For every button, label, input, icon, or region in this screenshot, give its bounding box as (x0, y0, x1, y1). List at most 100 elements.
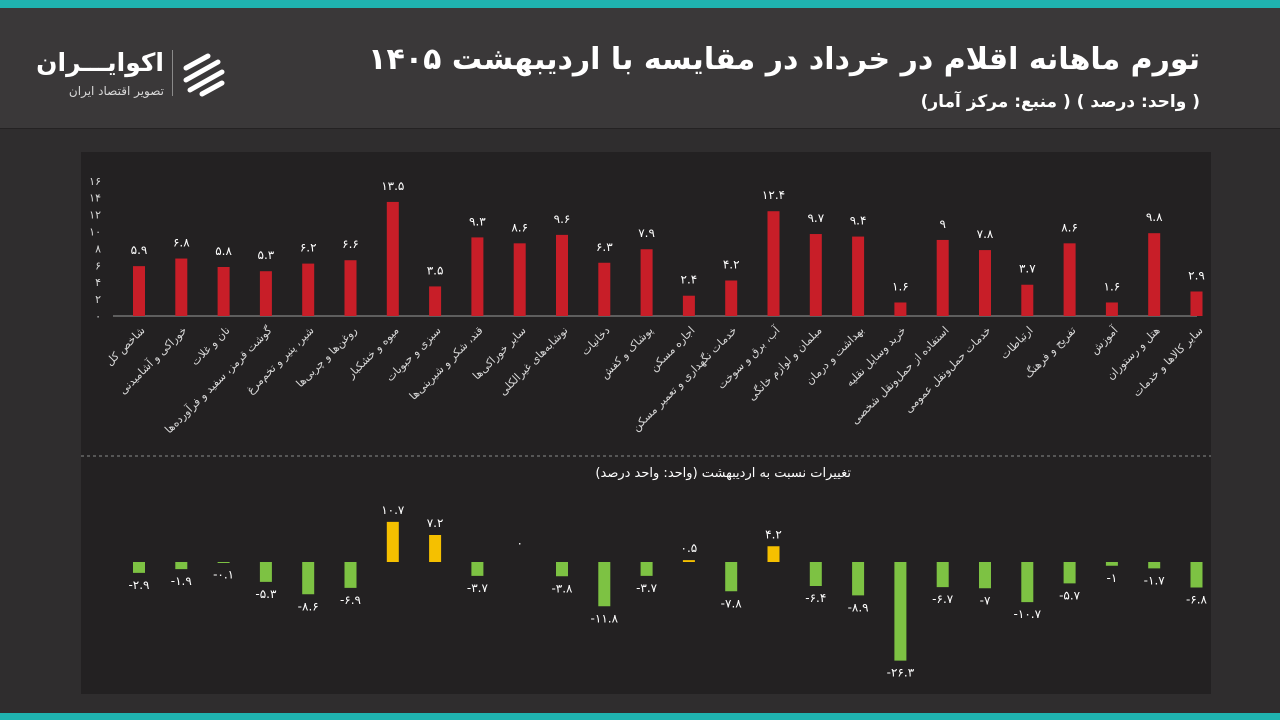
upper-bar (979, 250, 991, 316)
upper-value-label: ۸.۶ (511, 220, 528, 234)
lower-value-label: -۳.۷ (467, 581, 489, 595)
chart-canvas: ۰ ۲ ۴ ۶ ۸ ۱۰ ۱۲ ۱۴ ۱۶ ۵.۹ ۶.۸ ۵.۸ ۵.۳ ۶.۲ ۶.۶ ۱۳.۵ ۳.۵ ۹… (81, 175, 1211, 680)
upper-bar (556, 234, 568, 316)
y-tick-label: ۰ (95, 310, 101, 323)
lower-value-label: -۶.۹ (340, 593, 361, 607)
lower-value-label: -۸.۹ (848, 600, 869, 614)
upper-value-label: ۹.۸ (1146, 210, 1163, 224)
upper-bar (217, 266, 230, 316)
y-tick-label: ۲ (95, 293, 101, 306)
lower-value-label: -۳.۷ (636, 581, 658, 595)
lower-value-label: -۱.۷ (1144, 573, 1166, 587)
upper-bar (344, 260, 357, 316)
lower-bar (767, 546, 780, 562)
lower-value-label: -۶.۸ (1186, 593, 1208, 607)
lower-bar (133, 562, 145, 573)
lower-bar (429, 535, 442, 562)
upper-value-label: ۴.۲ (723, 258, 740, 272)
lower-value-label: ۱۰.۷ (381, 503, 405, 517)
lower-bar (809, 562, 822, 586)
lower-bar (302, 562, 315, 595)
upper-bar (1021, 284, 1034, 316)
upper-value-label: ۱۲.۴ (762, 188, 785, 202)
upper-value-label: ۱.۶ (892, 279, 909, 293)
upper-bar (386, 201, 399, 316)
upper-value-label: ۵.۳ (258, 248, 275, 262)
y-tick-group: ۰ ۲ ۴ ۶ ۸ ۱۰ ۱۲ ۱۴ ۱۶ (89, 175, 101, 323)
lower-value-label: -۳.۸ (551, 581, 573, 595)
upper-value-label: ۶.۸ (173, 236, 190, 250)
lower-value-label: ۷.۲ (427, 516, 444, 530)
lower-value-label: -۱.۹ (171, 574, 192, 588)
lower-bar (175, 562, 188, 570)
upper-value-label: ۷.۸ (977, 227, 994, 241)
lower-value-label: -۵.۷ (1059, 588, 1081, 602)
lower-bar (682, 560, 695, 562)
y-tick-label: ۱۰ (89, 226, 101, 239)
upper-value-label: ۵.۸ (215, 244, 232, 258)
y-tick-label: ۱۴ (89, 192, 101, 205)
lower-value-label: -۷ (980, 593, 991, 607)
lower-value-label: -۲۶.۳ (887, 666, 915, 680)
upper-value-label: ۲.۹ (1188, 268, 1205, 282)
header: تورم ماهانه اقلام در خرداد در مقایسه با … (0, 8, 1280, 129)
upper-bar (809, 234, 822, 316)
lower-value-label: -۱۱.۸ (591, 611, 619, 625)
upper-bar (1105, 302, 1118, 316)
upper-bar (894, 302, 907, 316)
upper-bar (767, 211, 780, 316)
y-tick-label: ۶ (95, 259, 101, 272)
upper-bar (429, 286, 442, 316)
brand-separator (172, 50, 173, 96)
upper-value-label: ۶.۳ (596, 240, 613, 254)
chart-panel: ۰ ۲ ۴ ۶ ۸ ۱۰ ۱۲ ۱۴ ۱۶ ۵.۹ ۶.۸ ۵.۸ ۵.۳ ۶.۲ ۶.۶ ۱۳.۵ ۳.۵ ۹… (81, 152, 1211, 694)
brand-name: اکوایـــران (36, 48, 164, 77)
upper-bar (133, 266, 145, 316)
y-tick-label: ۸ (95, 242, 101, 255)
lower-bar (725, 562, 738, 592)
upper-bar (640, 249, 653, 316)
lower-bars-group: -۲.۹ -۱.۹ -۰.۱ -۵.۳ -۸.۶ -۶.۹ ۱۰.۷ ۷.۲ -۳.۷ ۰ -۳.۸… (128, 503, 1207, 680)
upper-bar (682, 295, 695, 316)
upper-bar (598, 262, 611, 316)
upper-value-label: ۷.۹ (638, 226, 655, 240)
upper-bar (725, 280, 738, 316)
lower-bar (344, 562, 357, 588)
lower-value-label: -۵.۳ (255, 587, 277, 601)
upper-bars-group: ۵.۹ ۶.۸ ۵.۸ ۵.۳ ۶.۲ ۶.۶ ۱۳.۵ ۳.۵ ۹.۳ ۸.۶ ۹.۶ ۶.۳ ۷.۹… (131, 179, 1205, 316)
upper-bar (175, 258, 188, 316)
upper-value-label: ۵.۹ (131, 243, 148, 257)
lower-bar (894, 562, 907, 661)
upper-bar (1063, 243, 1076, 316)
upper-bar (852, 236, 865, 316)
lower-bar (386, 521, 399, 562)
lower-value-label: -۱ (1107, 571, 1118, 585)
upper-value-label: ۹ (939, 217, 945, 231)
lower-value-label: -۰.۱ (213, 567, 234, 581)
page-subtitle: ( واحد: درصد ) ( منبع: مرکز آمار) (920, 92, 1200, 112)
lower-value-label: ۰.۵ (681, 541, 698, 555)
upper-value-label: ۲.۴ (681, 273, 698, 287)
upper-bar (936, 239, 949, 316)
bottom-accent-bar (0, 713, 1280, 720)
lower-chart-title: تغییرات نسبت به اردیبهشت (واحد: واحد درص… (595, 466, 851, 481)
upper-bar (1190, 291, 1203, 316)
page-title: تورم ماهانه اقلام در خرداد در مقایسه با … (368, 42, 1200, 77)
upper-bar (259, 271, 272, 316)
upper-bar (302, 263, 315, 316)
lower-value-label: -۸.۶ (298, 599, 319, 613)
lower-bar (936, 562, 949, 588)
lower-bar (1063, 562, 1076, 584)
lower-bar (1105, 562, 1118, 566)
lower-value-label: ۴.۲ (765, 527, 782, 541)
upper-bar (1148, 233, 1161, 316)
lower-value-label: -۷.۸ (721, 596, 743, 610)
lower-value-label: -۱۰.۷ (1014, 607, 1042, 621)
brand-mark-icon (183, 53, 225, 97)
lower-value-label: -۶.۷ (932, 592, 954, 606)
lower-value-label: ۰ (516, 536, 522, 550)
lower-bar (471, 562, 484, 576)
upper-value-label: ۱۳.۵ (381, 179, 404, 193)
upper-value-label: ۸.۶ (1061, 220, 1078, 234)
lower-value-label: -۶.۴ (805, 591, 826, 605)
